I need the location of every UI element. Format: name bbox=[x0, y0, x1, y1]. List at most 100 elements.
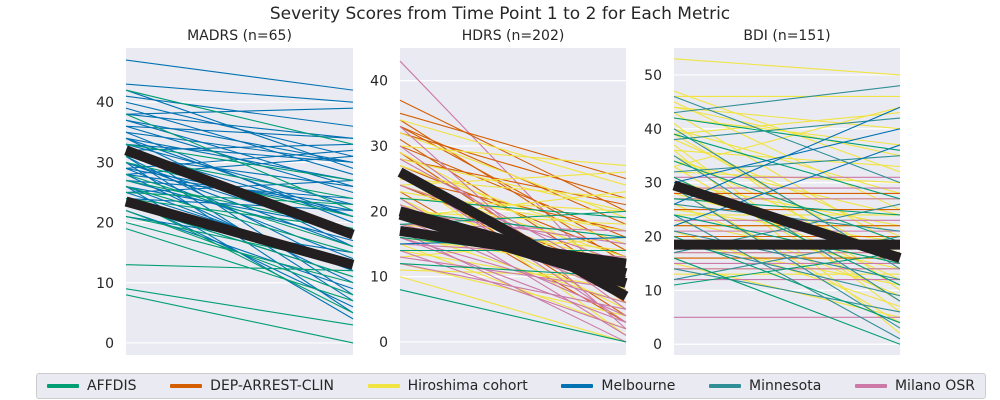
panel-title: MADRS (n=65) bbox=[187, 28, 292, 44]
legend-item-dep-arrest-clin: DEP-ARREST-CLIN bbox=[170, 378, 334, 394]
series-line bbox=[125, 107, 354, 175]
series-line bbox=[673, 85, 901, 114]
legend-label-hiroshima: Hiroshima cohort bbox=[407, 378, 528, 394]
series-line bbox=[673, 144, 901, 227]
series-line bbox=[673, 106, 901, 157]
series-line bbox=[399, 132, 627, 219]
series-line bbox=[125, 228, 354, 302]
series-line bbox=[125, 191, 354, 206]
series-line bbox=[673, 214, 901, 264]
y-tick-label: 50 bbox=[644, 68, 662, 84]
mean-line bbox=[124, 145, 355, 240]
series-line bbox=[673, 203, 901, 297]
series-line bbox=[125, 294, 354, 344]
series-line bbox=[399, 145, 627, 167]
series-line bbox=[399, 178, 627, 199]
series-line bbox=[399, 210, 627, 238]
series-line bbox=[399, 158, 627, 206]
y-tick-label: 40 bbox=[370, 74, 388, 90]
series-line bbox=[399, 263, 627, 310]
legend-swatch-minnesota bbox=[709, 384, 742, 388]
legend-item-minnesota: Minnesota bbox=[709, 378, 821, 394]
series-line bbox=[399, 171, 627, 186]
series-line bbox=[399, 132, 627, 199]
series-line bbox=[673, 58, 901, 76]
series-line bbox=[125, 89, 354, 145]
series-line bbox=[673, 117, 901, 141]
series-line bbox=[125, 197, 354, 314]
series-line bbox=[673, 230, 901, 281]
series-line bbox=[125, 264, 354, 272]
series-line bbox=[399, 191, 627, 219]
series-line bbox=[125, 288, 354, 326]
series-line bbox=[125, 179, 354, 194]
legend-item-milano: Milano OSR bbox=[854, 378, 975, 394]
series-line bbox=[673, 252, 901, 286]
series-line bbox=[399, 249, 627, 330]
series-line bbox=[673, 214, 901, 340]
series-line bbox=[673, 149, 901, 168]
legend: AFFDIS DEP-ARREST-CLIN Hiroshima cohort … bbox=[36, 373, 986, 399]
series-line bbox=[673, 133, 901, 200]
figure-title: Severity Scores from Time Point 1 to 2 f… bbox=[269, 4, 731, 24]
legend-item-melbourne: Melbourne bbox=[561, 378, 675, 394]
series-line bbox=[673, 95, 901, 184]
panel-bdi: 0 10 20 30 40 50 BDI (n=151) bbox=[644, 28, 902, 355]
series-line bbox=[673, 117, 901, 151]
y-tick-label: 30 bbox=[644, 176, 662, 192]
legend-swatch-melbourne bbox=[561, 384, 594, 388]
series-line bbox=[673, 257, 901, 345]
legend-swatch-hiroshima bbox=[367, 384, 400, 388]
plot-area-madrs bbox=[126, 48, 353, 355]
y-tick-label: 40 bbox=[96, 95, 114, 111]
series-line bbox=[399, 289, 627, 343]
series-line bbox=[673, 112, 901, 248]
series-line bbox=[673, 106, 901, 205]
y-tick-label: 0 bbox=[105, 336, 114, 352]
y-tick-label: 0 bbox=[379, 335, 388, 351]
series-line bbox=[399, 236, 627, 323]
legend-swatch-milano bbox=[854, 384, 887, 388]
series-line bbox=[125, 125, 354, 139]
panel-madrs: 0 10 20 30 40 MADRS (n=65) bbox=[96, 28, 355, 355]
series-line bbox=[673, 235, 901, 324]
series-line bbox=[125, 83, 354, 103]
series-line bbox=[673, 106, 901, 168]
series-line bbox=[399, 112, 627, 180]
legend-label-milano: Milano OSR bbox=[894, 378, 975, 394]
series-line bbox=[125, 185, 354, 254]
series-line bbox=[125, 113, 354, 139]
panel-title: HDRS (n=202) bbox=[462, 28, 565, 44]
panel-hdrs: 0 10 20 30 40 HDRS (n=202) bbox=[370, 28, 629, 355]
y-tick-label: 10 bbox=[96, 276, 114, 292]
legend-label-minnesota: Minnesota bbox=[749, 378, 822, 394]
series-line bbox=[125, 173, 354, 248]
panel-title: BDI (n=151) bbox=[743, 28, 830, 44]
legend-item-hiroshima: Hiroshima cohort bbox=[367, 378, 528, 394]
series-line bbox=[399, 256, 627, 291]
legend-swatch-dep-arrest-clin bbox=[170, 384, 203, 388]
series-line bbox=[673, 128, 901, 194]
y-tick-label: 40 bbox=[644, 122, 662, 138]
series-line bbox=[673, 160, 901, 243]
y-tick-label: 30 bbox=[370, 139, 388, 155]
legend-label-dep-arrest-clin: DEP-ARREST-CLIN bbox=[210, 378, 334, 394]
series-line bbox=[673, 166, 901, 302]
series-line bbox=[399, 197, 627, 219]
legend-label-affdis: AFFDIS bbox=[87, 378, 137, 394]
series-line bbox=[125, 107, 354, 115]
legend-label-melbourne: Melbourne bbox=[601, 378, 676, 394]
y-tick-label: 0 bbox=[653, 337, 662, 353]
series-line bbox=[125, 210, 354, 290]
series-line bbox=[399, 158, 627, 212]
y-tick-label: 20 bbox=[370, 204, 388, 220]
y-tick-label: 10 bbox=[644, 283, 662, 299]
series-line bbox=[673, 112, 901, 135]
series-line bbox=[125, 143, 354, 181]
series-line bbox=[125, 143, 354, 151]
series-line bbox=[125, 59, 354, 91]
mean-line bbox=[124, 196, 355, 270]
y-tick-label: 20 bbox=[644, 230, 662, 246]
legend-item-affdis: AFFDIS bbox=[47, 378, 136, 394]
